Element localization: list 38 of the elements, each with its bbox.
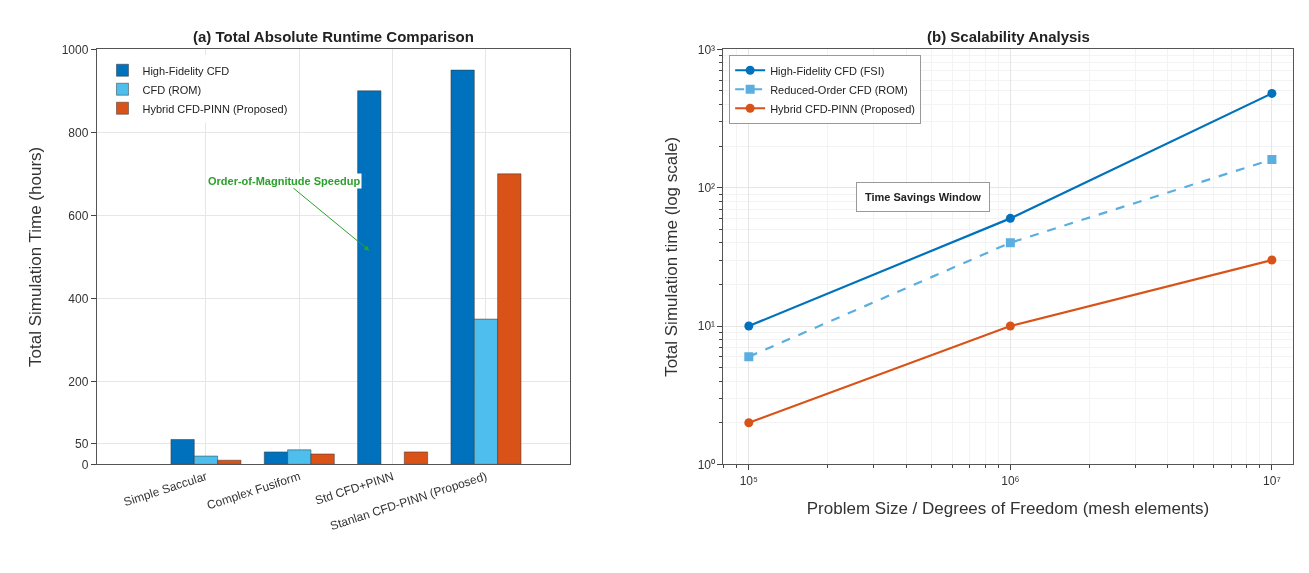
y-tick-label: 10² <box>697 180 716 195</box>
legend-label: CFD (ROM) <box>142 83 202 96</box>
y-tick-label: 10⁰ <box>697 457 716 472</box>
legend-label: Reduced-Order CFD (ROM) <box>770 83 908 96</box>
legend-label: High-Fidelity CFD <box>142 64 230 77</box>
legend-label: Hybrid CFD-PINN (Proposed) <box>142 102 288 115</box>
x-tick-label: 10⁶ <box>1001 473 1020 488</box>
y-tick-label: 600 <box>68 208 89 223</box>
point <box>744 418 754 428</box>
y-tick-label: 10³ <box>697 42 716 57</box>
y-axis-title: Total Simulation time (log scale) <box>662 136 682 377</box>
point <box>744 352 754 362</box>
x-axis-title: Problem Size / Degrees of Freedom (mesh elements) <box>806 499 1210 519</box>
point <box>1005 321 1015 331</box>
point <box>744 321 754 331</box>
x-tick-label: 10⁵ <box>739 473 758 488</box>
point <box>1005 213 1015 223</box>
y-tick-label: 50 <box>74 436 89 451</box>
point <box>1267 154 1277 164</box>
y-tick-label: 10¹ <box>697 319 716 334</box>
legend-label: High-Fidelity CFD (FSI) <box>770 64 885 77</box>
chart-title: (a) Total Absolute Runtime Comparison <box>193 28 474 45</box>
point <box>1267 88 1277 98</box>
legend-label: Hybrid CFD-PINN (Proposed) <box>770 102 916 115</box>
annotation: Time Savings Window <box>865 191 982 203</box>
y-tick-label: 400 <box>68 291 89 306</box>
y-tick-label: 1000 <box>61 42 89 57</box>
y-tick-label: 800 <box>68 125 89 140</box>
x-tick-label: 10⁷ <box>1263 473 1281 488</box>
y-tick-label: 0 <box>81 457 89 472</box>
annotation: Order-of-Magnitude Speedup <box>208 175 361 187</box>
point <box>1267 255 1277 265</box>
point <box>1005 238 1015 248</box>
y-tick-label: 200 <box>68 374 89 389</box>
x-tick-label: Complex Fusiform <box>205 469 303 513</box>
bar <box>404 451 428 465</box>
y-axis-title: Total Simulation Time (hours) <box>26 146 46 367</box>
chart-title: (b) Scalability Analysis <box>927 28 1090 45</box>
